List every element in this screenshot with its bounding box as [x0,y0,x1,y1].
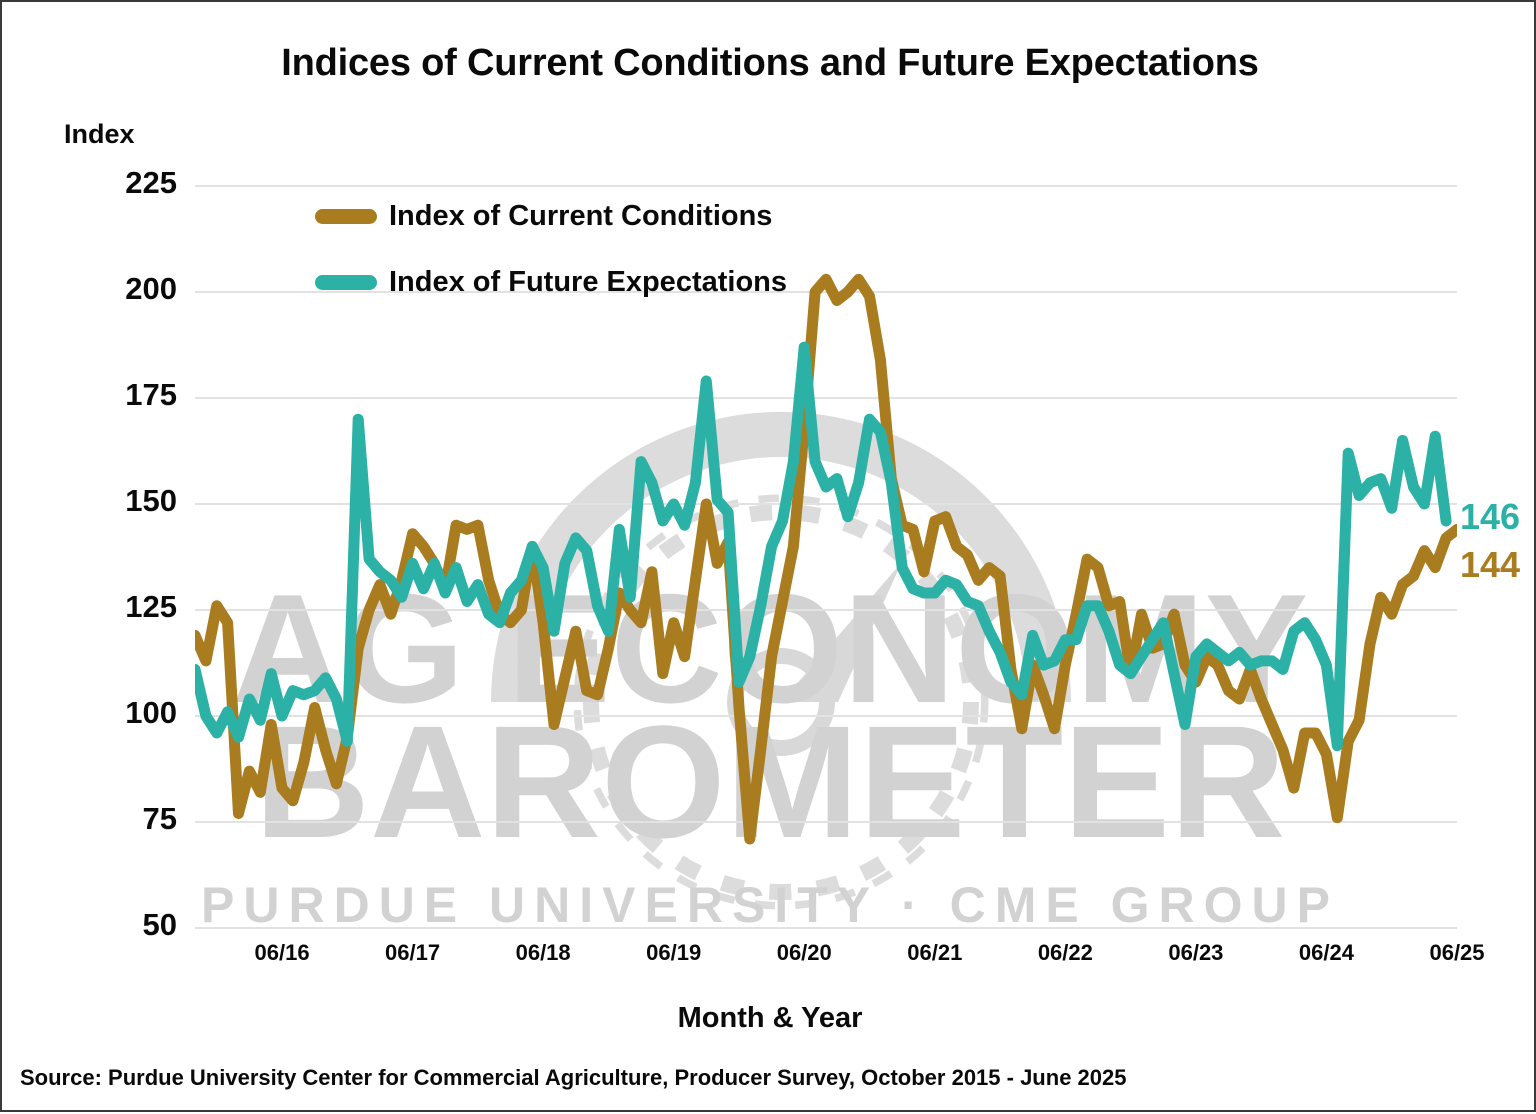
legend-swatch-current-conditions [315,209,377,224]
gridlines [195,185,1457,929]
y-tick-label: 50 [142,907,177,942]
x-tick-label: 06/17 [385,940,441,965]
legend-label-current-conditions: Index of Current Conditions [389,200,773,232]
end-value-current-conditions: 144 [1460,544,1521,585]
y-axis-label: Index [64,119,135,149]
x-tick-label: 06/19 [646,940,702,965]
watermark-line-3: PURDUE UNIVERSITY · CME GROUP [201,877,1339,933]
x-tick-label: 06/16 [254,940,310,965]
end-value-future-expectations: 146 [1460,496,1521,537]
x-tick-label: 06/18 [515,940,571,965]
y-tick-label: 75 [142,801,177,836]
page-title: Indices of Current Conditions and Future… [281,42,1259,84]
source-note: Source: Purdue University Center for Com… [20,1065,1127,1090]
legend-item-future-expectations[interactable]: Index of Future Expectations [315,266,787,299]
legend-item-current-conditions[interactable]: Index of Current Conditions [315,200,772,233]
x-tick-label: 06/20 [776,940,832,965]
x-tick-label: 06/22 [1037,940,1093,965]
x-tick-label: 06/25 [1429,940,1485,965]
y-tick-label: 175 [125,377,177,412]
y-tick-label: 225 [125,165,177,200]
y-tick-label: 200 [125,271,177,306]
series-line-future-expectations [195,341,1452,752]
x-tick-label: 06/23 [1168,940,1224,965]
x-axis-label: Month & Year [677,1002,863,1034]
legend-swatch-future-expectations [315,275,377,290]
x-tick-label: 06/21 [907,940,963,965]
legend-label-future-expectations: Index of Future Expectations [389,266,787,298]
x-tick-label: 06/24 [1298,940,1354,965]
y-tick-label: 100 [125,695,177,730]
y-tick-label: 150 [125,483,177,518]
series-line-current-conditions [195,273,1457,845]
y-tick-label: 125 [125,589,177,624]
watermark-line-2: BAROMETER [254,692,1285,871]
